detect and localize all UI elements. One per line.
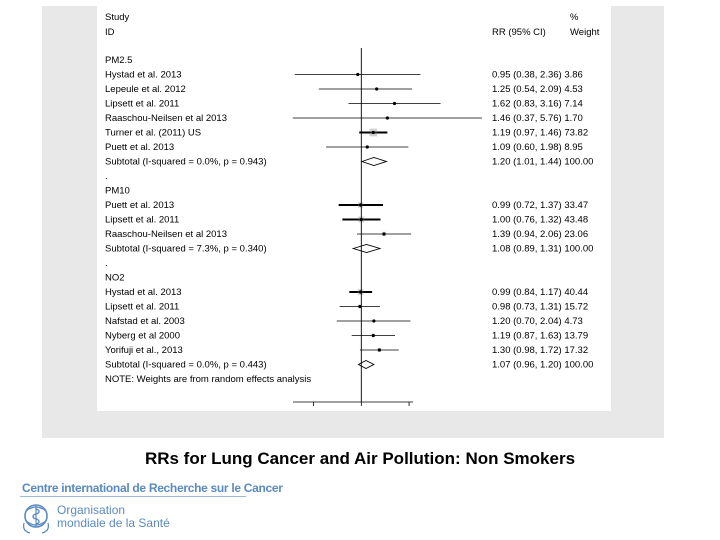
study-estimate-text: 1.25 (0.54, 2.09) 4.53: [492, 84, 583, 95]
study-estimate-text: 0.99 (0.72, 1.37) 33.47: [492, 200, 588, 211]
point-estimate: [375, 87, 379, 91]
study-label: Hystad et al. 2013: [105, 287, 182, 298]
note-text: NOTE: Weights are from random effects an…: [105, 374, 311, 385]
study-estimate-text: 1.39 (0.94, 2.06) 23.06: [492, 229, 588, 240]
group-label: PM10: [105, 186, 130, 197]
subtotal-diamond: [351, 244, 382, 253]
who-logo-text-line2: mondiale de la Santé: [57, 516, 170, 530]
study-estimate-text: 1.09 (0.60, 1.98) 8.95: [492, 142, 583, 153]
study-estimate-text: 1.19 (0.87, 1.63) 13.79: [492, 331, 588, 342]
slide-title: RRs for Lung Cancer and Air Pollution: N…: [144, 449, 576, 468]
who-logo-text-line1: Organisation: [57, 503, 126, 517]
point-estimate: [392, 101, 397, 106]
column-header-id: ID: [105, 27, 115, 38]
column-header-percent: %: [570, 12, 579, 23]
subtotal-diamond: [357, 359, 375, 370]
subtotal-estimate-text: 1.08 (0.89, 1.31) 100.00: [492, 244, 593, 255]
study-label: Lipsett et al. 2011: [105, 99, 179, 110]
group-label: PM2.5: [105, 55, 132, 66]
point-estimate: [356, 72, 360, 77]
subtotal-label: Subtotal (I-squared = 7.3%, p = 0.340): [105, 244, 267, 255]
point-estimate: [371, 333, 375, 338]
study-label: Turner et al. (2011) US: [105, 128, 201, 139]
point-estimate: [385, 116, 389, 120]
study-label: Nafstad et al. 2003: [105, 316, 185, 327]
forest-plot-panel: Study ID RR (95% CI)% Weight PM2.5 Hystad et …: [97, 6, 611, 411]
column-header-weight: Weight: [570, 27, 600, 38]
study-estimate-text: 0.99 (0.84, 1.17) 40.44: [492, 287, 588, 298]
logo-divider: [20, 496, 246, 497]
study-label: Lipsett et al. 2011: [105, 302, 179, 313]
study-label: Puett et al. 2013: [105, 200, 174, 211]
study-label: Hystad et al. 2013: [105, 70, 182, 81]
who-emblem-icon: [23, 504, 49, 534]
study-label: Lepeule et al. 2012: [105, 84, 186, 95]
group-label: NO2: [105, 273, 125, 284]
point-estimate: [382, 232, 386, 236]
study-estimate-text: 0.95 (0.38, 2.36) 3.86: [492, 70, 583, 81]
forest-plot: Study ID RR (95% CI)% Weight PM2.5 Hystad et …: [105, 12, 600, 406]
point-estimate: [358, 304, 362, 309]
subtotal-label: Subtotal (I-squared = 0.0%, p = 0.443): [105, 360, 267, 371]
point-estimate: [371, 130, 375, 135]
subtotal-estimate-text: 1.20 (1.01, 1.44) 100.00: [492, 157, 593, 168]
subtotal-diamond: [360, 157, 388, 166]
column-header-rr: RR (95% CI): [492, 27, 546, 38]
study-estimate-text: 1.00 (0.76, 1.32) 43.48: [492, 215, 588, 226]
study-label: Lipsett et al. 2011: [105, 215, 179, 226]
study-label: Raaschou-Neilsen et al 2013: [105, 229, 227, 240]
study-estimate-text: 1.20 (0.70, 2.04) 4.73: [492, 316, 583, 327]
study-estimate-text: 1.46 (0.37, 5.76) 1.70: [492, 113, 583, 124]
study-label: Yorifuji et al., 2013: [105, 345, 183, 356]
study-label: Puett et al. 2013: [105, 142, 174, 153]
study-label: Raaschou-Neilsen et al 2013: [105, 113, 227, 124]
study-estimate-text: 1.30 (0.98, 1.72) 17.32: [492, 345, 588, 356]
subtotal-estimate-text: 1.07 (0.96, 1.20) 100.00: [492, 360, 593, 371]
column-header-study: Study: [105, 12, 130, 23]
group-separator-dot: .: [105, 171, 108, 182]
iarc-logo-text: Centre international de Recherche sur le…: [22, 481, 283, 495]
point-estimate: [365, 145, 369, 149]
point-estimate: [372, 319, 376, 323]
study-estimate-text: 0.98 (0.73, 1.31) 15.72: [492, 302, 588, 313]
subtotal-label: Subtotal (I-squared = 0.0%, p = 0.943): [105, 157, 267, 168]
group-separator-dot: .: [105, 258, 108, 269]
study-estimate-text: 1.62 (0.83, 3.16) 7.14: [492, 99, 583, 110]
study-estimate-text: 1.19 (0.97, 1.46) 73.82: [492, 128, 588, 139]
point-estimate: [377, 348, 381, 352]
study-label: Nyberg et al 2000: [105, 331, 180, 342]
